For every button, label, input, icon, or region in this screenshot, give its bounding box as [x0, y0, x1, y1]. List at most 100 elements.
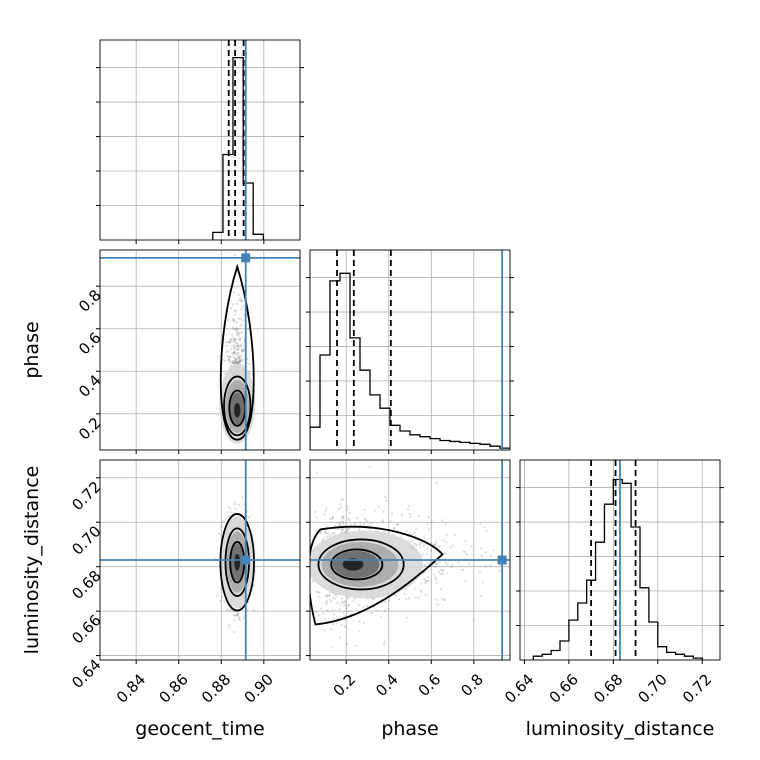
sample-point [233, 320, 236, 323]
sample-point [362, 522, 366, 526]
x-tick-label: 0.68 [590, 670, 626, 706]
sample-point [442, 539, 445, 542]
sample-point [247, 516, 251, 519]
x-axis-label-geocent-time: geocent_time [135, 718, 264, 740]
sample-point [228, 355, 232, 359]
sample-point [345, 605, 349, 608]
panel-geocent_time-luminosity_distance: 0.84 0.86 0.88 0.90 0.64 0.66 0.68 0.70 0.72 [68, 459, 301, 707]
sample-point [227, 623, 231, 627]
sample-point [331, 516, 334, 520]
sample-point [237, 334, 240, 338]
sample-point [327, 594, 331, 598]
sample-point [435, 582, 438, 585]
sample-point [226, 354, 229, 357]
sample-point [227, 355, 230, 359]
sample-point [429, 549, 432, 552]
sample-point [489, 564, 492, 567]
sample-point [418, 543, 421, 546]
sample-point [468, 562, 471, 566]
sample-point [237, 348, 240, 352]
panel-content [212, 40, 265, 240]
sample-point [237, 356, 241, 360]
sample-point [362, 621, 365, 625]
sample-point [343, 625, 346, 628]
sample-point [240, 299, 244, 302]
sample-point [232, 359, 236, 363]
sample-point [235, 302, 239, 306]
sample-point [223, 599, 226, 602]
sample-point [396, 523, 399, 526]
sample-point [236, 342, 240, 345]
sample-point [233, 337, 237, 341]
sample-point [227, 514, 231, 518]
sample-point [238, 360, 241, 363]
sample-point [230, 333, 234, 336]
sample-point [227, 340, 231, 344]
sample-point [325, 609, 328, 612]
sample-point [365, 520, 369, 523]
sample-point [409, 540, 413, 544]
sample-point [234, 358, 237, 361]
sample-point [302, 604, 304, 606]
sample-point [340, 597, 344, 600]
sample-point [236, 612, 240, 616]
sample-point [457, 561, 460, 564]
sample-point [236, 614, 240, 617]
sample-point [324, 531, 328, 535]
sample-point [229, 338, 233, 341]
x-tick-label: 0.84 [113, 670, 149, 706]
sample-point [242, 503, 246, 506]
x-axis-label-luminosity-distance: luminosity_distance [526, 718, 715, 740]
sample-point [328, 534, 332, 537]
sample-point [403, 592, 406, 596]
sample-point [419, 545, 422, 549]
sample-point [235, 613, 238, 617]
sample-point [331, 515, 334, 519]
sample-point [226, 350, 230, 353]
sample-point [344, 600, 347, 603]
sample-point [220, 587, 223, 590]
panel-frame [519, 459, 721, 661]
sample-point [421, 553, 424, 556]
sample-point [230, 359, 233, 363]
sample-point [323, 513, 326, 516]
contour-line [219, 513, 255, 612]
sample-point [323, 536, 326, 539]
sample-point [434, 578, 438, 581]
sample-point [236, 354, 240, 358]
sample-point [231, 344, 234, 347]
sample-point [333, 532, 336, 536]
sample-point [446, 571, 449, 575]
sample-point [341, 528, 344, 531]
sample-point [353, 597, 356, 600]
panel-content [532, 460, 703, 660]
sample-point [238, 331, 242, 335]
sample-point [226, 511, 229, 514]
sample-point [239, 619, 242, 622]
sample-point [435, 562, 439, 566]
sample-point [445, 540, 448, 544]
sample-point [327, 532, 330, 535]
sample-point [454, 533, 457, 537]
sample-point [405, 598, 408, 601]
sample-point [498, 569, 501, 572]
sample-point [489, 555, 493, 558]
sample-point [319, 607, 323, 610]
sample-point [237, 293, 241, 297]
sample-point [341, 520, 344, 524]
sample-point [413, 542, 416, 546]
sample-point [238, 338, 241, 342]
sample-point [238, 615, 241, 619]
sample-point [451, 544, 455, 547]
sample-point [332, 622, 335, 625]
sample-point [433, 573, 436, 576]
sample-point [252, 609, 256, 612]
sample-point [323, 617, 326, 621]
sample-point [443, 598, 447, 602]
sample-point [231, 336, 234, 339]
sample-point [231, 361, 234, 365]
sample-point [315, 471, 318, 475]
contour-line [223, 375, 252, 437]
sample-point [408, 512, 411, 516]
panel-frame [309, 459, 511, 661]
